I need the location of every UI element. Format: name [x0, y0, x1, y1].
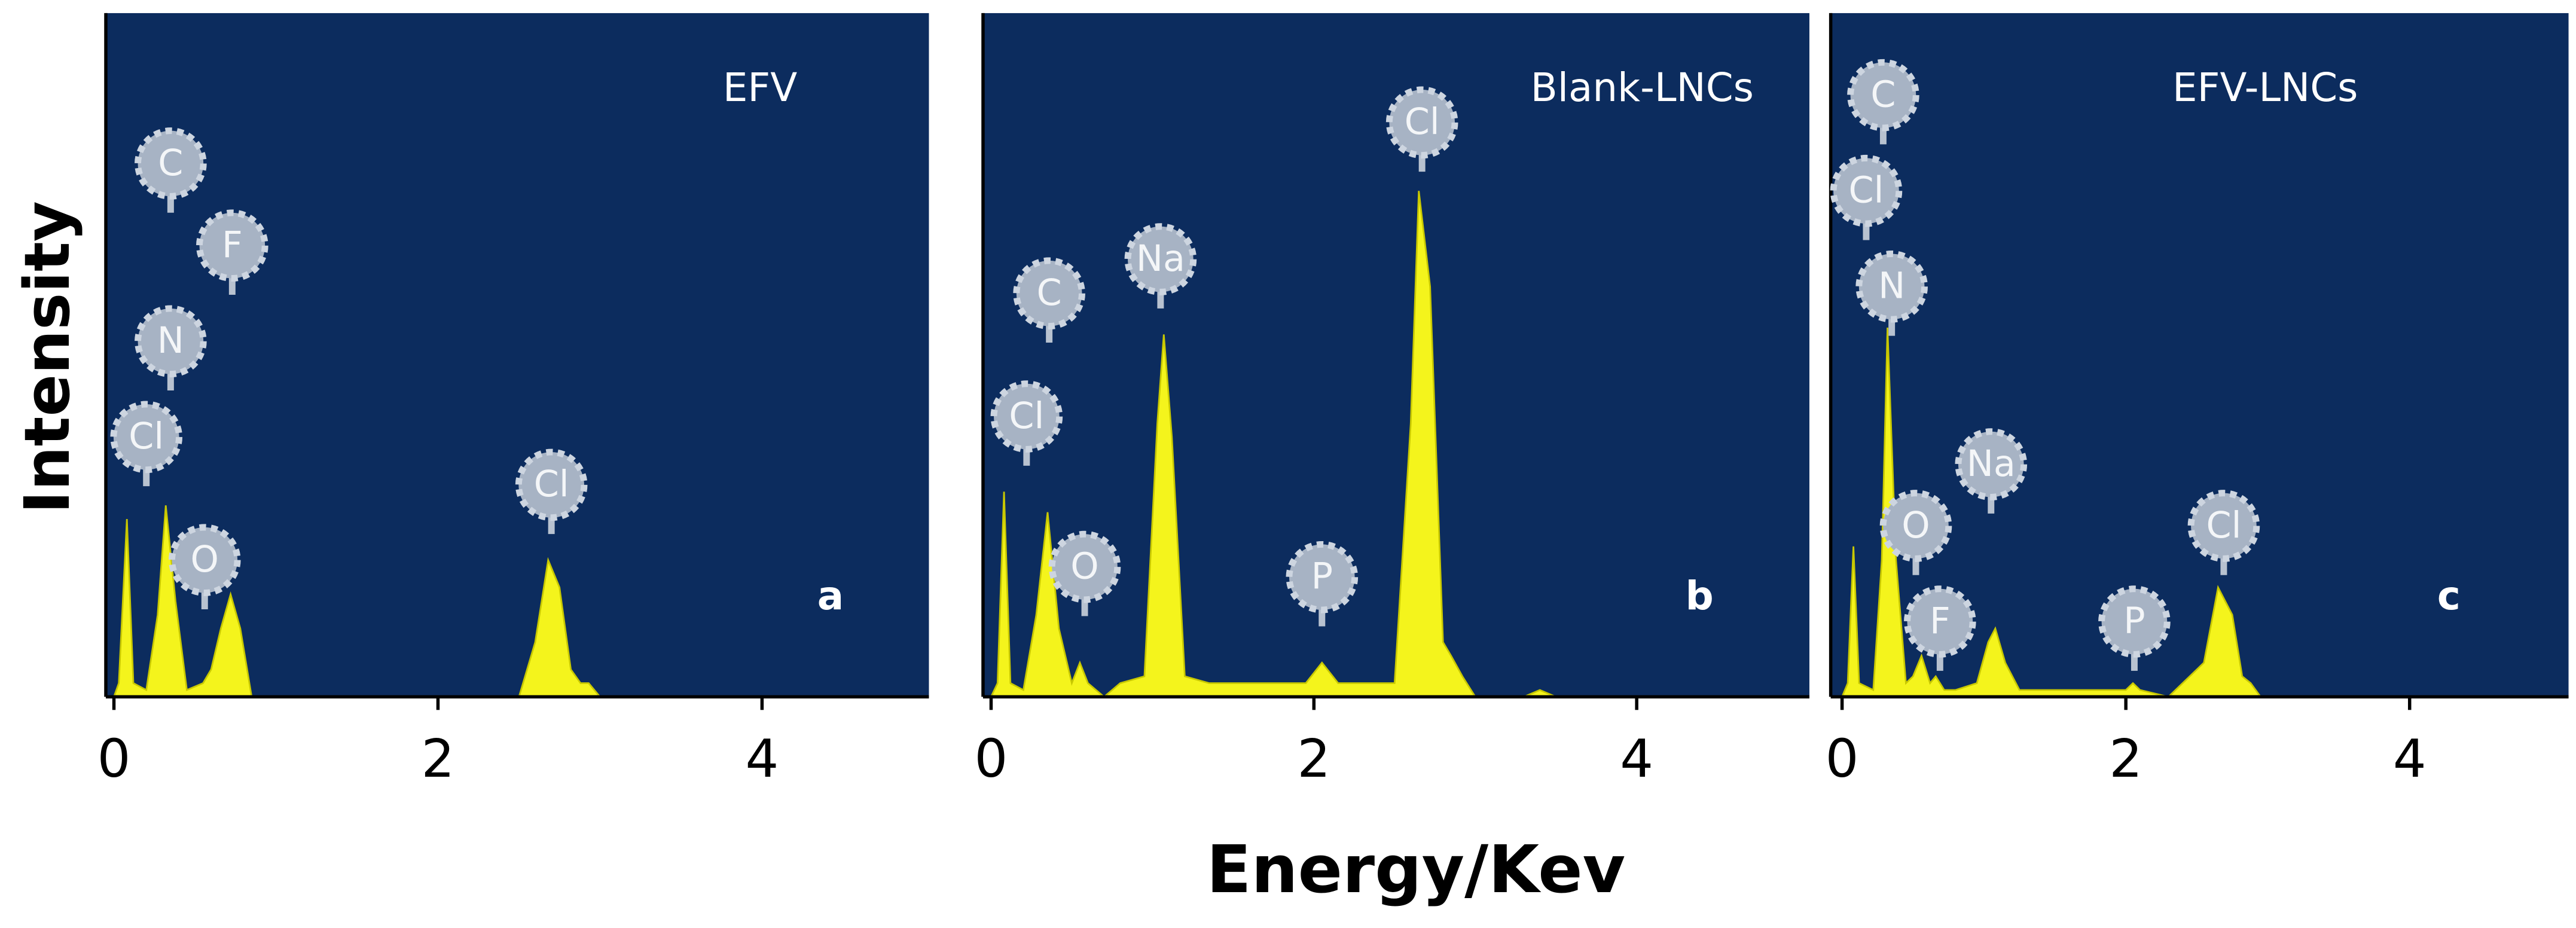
- marker-bubble: [1124, 223, 1197, 295]
- element-marker: C: [135, 127, 207, 213]
- marker-bubble: [1955, 428, 2028, 500]
- marker-bubble: [1904, 585, 1976, 658]
- x-tick-label: 2: [422, 728, 455, 789]
- x-tick-label: 0: [1826, 728, 1859, 789]
- element-label: Cl: [534, 463, 569, 505]
- element-marker: Cl: [2187, 490, 2260, 575]
- element-label: P: [1311, 556, 1333, 598]
- marker-bubble: [110, 401, 183, 474]
- element-label: O: [1902, 505, 1930, 547]
- x-tick-label: 4: [745, 728, 779, 789]
- marker-bubble: [1048, 530, 1121, 603]
- element-label: F: [1930, 600, 1951, 642]
- panel: 0 2 4 Blank-LNCs b C Na Cl Cl O P: [975, 13, 1809, 789]
- element-marker: N: [135, 305, 207, 391]
- panel-label: c: [2437, 573, 2461, 619]
- element-marker: N: [1855, 250, 1928, 336]
- marker-bubble: [1385, 86, 1458, 159]
- spectrum-area: [112, 505, 924, 698]
- element-label: Cl: [1849, 170, 1884, 212]
- panel-label: b: [1686, 573, 1714, 619]
- marker-bubble: [2098, 585, 2171, 658]
- marker-bubble: [135, 305, 207, 378]
- spectrum-area: [990, 191, 1799, 698]
- element-label: C: [158, 142, 183, 184]
- x-axis-label: Energy/Kev: [1207, 831, 1625, 908]
- panel-title: Blank-LNCs: [1531, 65, 1754, 111]
- marker-bubble: [196, 209, 268, 282]
- element-marker: F: [1904, 585, 1976, 671]
- panel-title: EFV-LNCs: [2172, 65, 2358, 111]
- element-marker: O: [168, 524, 241, 609]
- element-label: Na: [1967, 443, 2016, 485]
- element-label: Cl: [1009, 395, 1044, 437]
- panel-label: a: [817, 573, 844, 619]
- y-axis-label: Intensity: [11, 201, 84, 514]
- x-tick-label: 0: [97, 728, 131, 789]
- marker-bubble: [135, 127, 207, 200]
- panel-title: EFV: [723, 65, 797, 111]
- plot-background: [1830, 13, 2569, 697]
- element-marker: Na: [1955, 428, 2028, 514]
- marker-bubble: [1830, 154, 1903, 227]
- element-marker: Na: [1124, 223, 1197, 309]
- element-label: N: [157, 320, 184, 362]
- x-tick-label: 0: [975, 728, 1008, 789]
- element-label: C: [1870, 74, 1896, 115]
- element-marker: F: [196, 209, 268, 295]
- element-marker: P: [2098, 585, 2171, 671]
- element-marker: P: [1286, 541, 1359, 627]
- element-marker: Cl: [1830, 154, 1903, 240]
- element-label: Cl: [1405, 101, 1440, 143]
- marker-bubble: [168, 524, 241, 597]
- element-marker: C: [1847, 59, 1919, 145]
- panel: 0 2 4 EFV-LNCs c C Cl N Na O F P Cl: [1826, 13, 2569, 789]
- element-marker: Cl: [1385, 86, 1458, 172]
- element-label: Cl: [129, 416, 164, 457]
- marker-bubble: [1013, 257, 1085, 330]
- x-tick-label: 2: [2109, 728, 2142, 789]
- element-label: Cl: [2206, 505, 2241, 547]
- x-tick-label: 4: [2393, 728, 2427, 789]
- element-label: C: [1037, 272, 1062, 314]
- element-marker: C: [1013, 257, 1085, 343]
- marker-bubble: [1286, 541, 1359, 613]
- element-marker: Cl: [990, 380, 1063, 466]
- element-marker: Cl: [515, 448, 588, 535]
- element-label: N: [1878, 265, 1905, 307]
- plot-background: [105, 13, 929, 697]
- marker-bubble: [515, 448, 588, 521]
- marker-bubble: [1855, 250, 1928, 323]
- element-label: O: [1070, 545, 1098, 587]
- x-tick-label: 2: [1297, 728, 1330, 789]
- element-label: O: [191, 539, 219, 581]
- panel: 0 2 4 EFV a CF N Cl O Cl: [97, 13, 929, 789]
- element-marker: O: [1879, 490, 1952, 575]
- element-marker: O: [1048, 530, 1121, 616]
- marker-bubble: [990, 380, 1063, 453]
- marker-bubble: [2187, 490, 2260, 562]
- marker-bubble: [1879, 490, 1952, 562]
- element-label: Na: [1136, 238, 1185, 280]
- element-label: F: [222, 224, 243, 266]
- element-marker: Cl: [110, 401, 183, 487]
- marker-bubble: [1847, 59, 1919, 132]
- x-tick-label: 4: [1620, 728, 1653, 789]
- element-label: P: [2123, 600, 2145, 642]
